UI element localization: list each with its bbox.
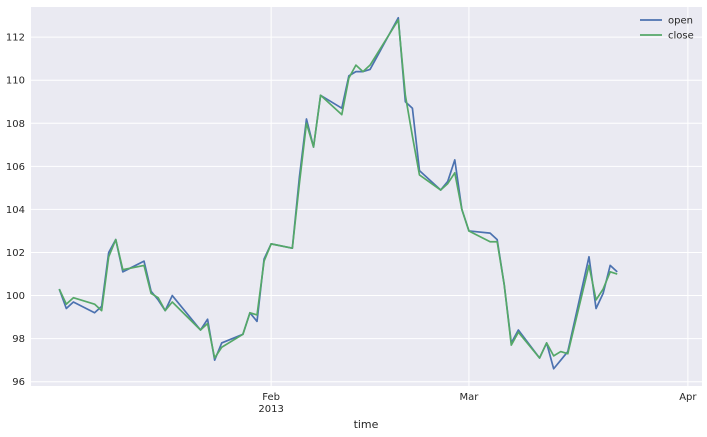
legend-label-close: close	[668, 31, 694, 42]
y-tick-label: 98	[12, 334, 25, 345]
y-tick-label: 102	[6, 248, 25, 259]
legend-label-open: open	[668, 16, 693, 27]
series-line-close	[58, 19, 618, 359]
legend: open close	[640, 16, 694, 42]
y-tick-label: 104	[6, 205, 25, 216]
x-axis-label: time	[354, 418, 379, 431]
series-lines	[58, 16, 618, 370]
y-tick-label: 110	[6, 76, 25, 87]
y-tick-label: 100	[6, 291, 25, 302]
y-tick-label: 108	[6, 119, 25, 130]
plot-background	[31, 7, 702, 386]
y-axis-ticks: 96 98 100 102 104 106 108 110 112	[6, 33, 25, 389]
x-tick-label: Apr	[679, 392, 697, 403]
y-tick-label: 96	[12, 377, 25, 388]
x-tick-label: Mar	[459, 392, 479, 403]
x-tick-sublabel: 2013	[258, 404, 283, 415]
y-tick-label: 106	[6, 162, 25, 173]
gridlines	[31, 7, 702, 386]
x-tick-label: Feb	[262, 392, 280, 403]
y-tick-label: 112	[6, 33, 25, 44]
